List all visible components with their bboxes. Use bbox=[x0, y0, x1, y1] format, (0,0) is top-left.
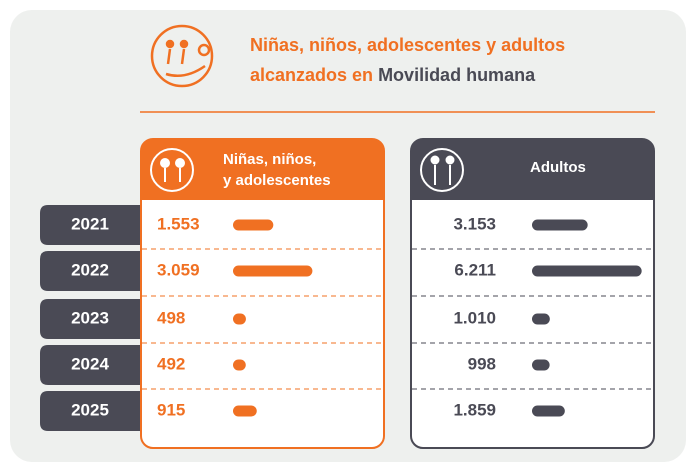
header-icon bbox=[150, 24, 214, 88]
panel-kids-header bbox=[141, 139, 384, 200]
value-label: 998 bbox=[468, 354, 496, 373]
value-label: 1.010 bbox=[453, 308, 496, 327]
value-label: 3.153 bbox=[453, 214, 496, 233]
value-label: 1.553 bbox=[157, 214, 200, 233]
bar bbox=[532, 265, 642, 277]
title: Niñas, niños, adolescentes y adultos alca… bbox=[250, 35, 565, 85]
year-tab bbox=[40, 345, 140, 385]
adults-icon bbox=[420, 148, 464, 192]
year-tab bbox=[40, 251, 140, 291]
series-name-adults: Adultos bbox=[530, 159, 586, 176]
year-tab bbox=[40, 205, 140, 245]
panel-adults-header bbox=[411, 139, 654, 200]
name-part: Niñas, niños, bbox=[223, 151, 316, 168]
year-label: 2023 bbox=[71, 308, 109, 327]
value-label: 915 bbox=[157, 400, 185, 419]
year-label: 2021 bbox=[71, 214, 109, 233]
name-part: y adolescentes bbox=[223, 172, 331, 189]
bar bbox=[233, 219, 274, 231]
bar bbox=[233, 405, 257, 417]
bar bbox=[233, 265, 313, 277]
year-label: 2025 bbox=[71, 400, 109, 419]
year-tab bbox=[40, 299, 140, 339]
year-label: 2024 bbox=[71, 354, 109, 373]
value-label: 3.059 bbox=[157, 260, 200, 279]
bar bbox=[532, 219, 588, 231]
year-label: 2022 bbox=[71, 260, 109, 279]
title-highlight: Movilidad humana bbox=[378, 65, 536, 85]
bar bbox=[233, 313, 246, 325]
value-label: 498 bbox=[157, 308, 185, 327]
value-label: 1.859 bbox=[453, 400, 496, 419]
bar bbox=[532, 359, 550, 371]
title-part: alcanzados en bbox=[250, 65, 378, 85]
bar bbox=[532, 313, 550, 325]
kids-icon bbox=[150, 148, 194, 192]
year-tab bbox=[40, 391, 140, 431]
bar bbox=[233, 359, 246, 371]
value-label: 6.211 bbox=[454, 260, 496, 279]
value-label: 492 bbox=[157, 354, 185, 373]
bar bbox=[532, 405, 565, 417]
title-part: Niñas, niños, adolescentes y adultos bbox=[250, 35, 565, 55]
series-name-kids: Niñas, niños, y adolescentes bbox=[223, 151, 331, 189]
